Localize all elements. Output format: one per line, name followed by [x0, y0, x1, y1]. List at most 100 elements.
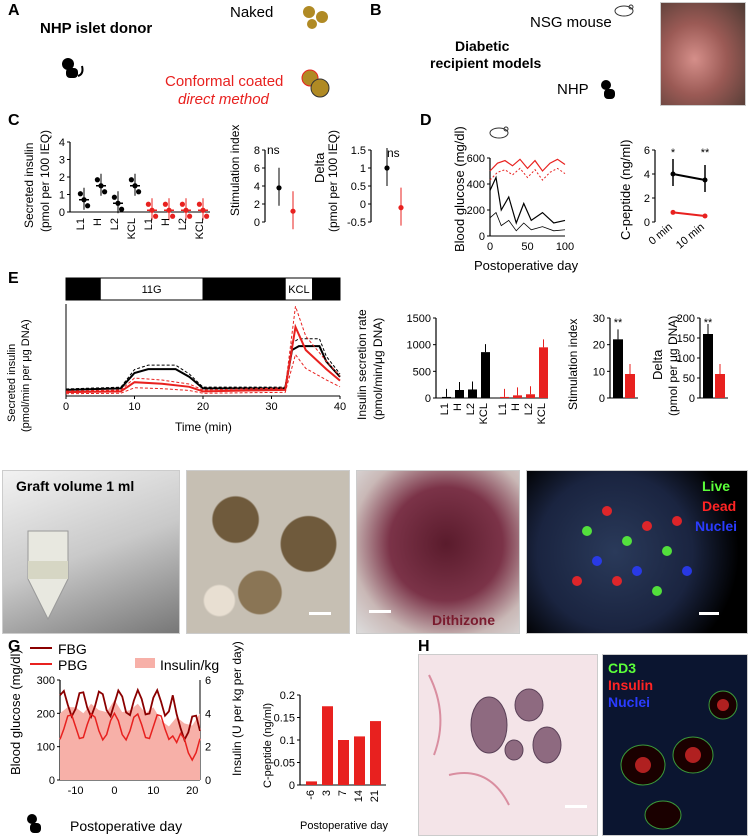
e2-category-label: L2	[465, 403, 477, 415]
coated-label-1: Conformal coated	[165, 73, 284, 90]
cell-dot	[662, 546, 672, 556]
c1-category-label: KCL	[194, 218, 206, 239]
d1-xlabel: Postoperative day	[474, 258, 579, 273]
c3-y-tick-label: 1	[360, 163, 366, 175]
c1-point	[128, 177, 134, 183]
e1-tick-label: 20	[197, 401, 209, 413]
e3-ylabel: Stimulation index	[566, 318, 580, 410]
e2-bar	[539, 347, 548, 398]
d2-y-tick-label: 4	[644, 169, 650, 181]
d1-y-tick-label: 600	[467, 153, 485, 165]
cell-dot	[602, 506, 612, 516]
e3-y-tick-label: 20	[593, 340, 605, 352]
chart-e3: 0 10 20 30 **	[593, 313, 638, 405]
monkey-icon	[27, 814, 41, 833]
coated-label-2: direct method	[178, 91, 269, 108]
e1-ylabel: Secreted insulin	[6, 343, 18, 422]
g1-y-tick-label: 100	[37, 742, 55, 754]
histology-photo	[418, 654, 598, 836]
cell-dot	[582, 526, 592, 536]
g2-category-label: 14	[353, 790, 365, 802]
c1-point	[102, 189, 108, 195]
insulin-label: Insulin	[608, 677, 654, 693]
g2-category-label: -6	[305, 790, 317, 800]
e2-category-label: L1	[439, 403, 451, 415]
naked-label: Naked	[230, 4, 274, 21]
g1-y-tick-label: 200	[37, 708, 55, 720]
c1-point	[170, 213, 176, 219]
d2-series-line	[672, 211, 706, 217]
d2-y-tick-label: 2	[644, 193, 650, 205]
c2-y-tick-label: 8	[254, 145, 260, 157]
c1-point	[94, 177, 100, 183]
tube-drawing	[27, 530, 69, 621]
e2-y-tick-label: 0	[425, 393, 431, 405]
c1-y-tick-label: 4	[59, 137, 65, 149]
c3-ylabel-b: (pmol per 100 IEQ)	[326, 129, 340, 232]
d2-point	[702, 177, 708, 183]
g2-bar	[306, 781, 317, 785]
d2-point	[670, 209, 676, 215]
d1-black-series-ci	[489, 211, 566, 232]
nhp-label: NHP	[557, 81, 589, 98]
c1-point	[187, 213, 193, 219]
nuclei-label: Nuclei	[695, 518, 738, 534]
cell-dot	[672, 516, 682, 526]
panel-label-h: H	[418, 638, 430, 655]
e4-significance: **	[704, 317, 713, 329]
g2-bar	[354, 736, 365, 785]
c1-y-tick-label: 1	[59, 190, 65, 202]
e2-bar	[481, 352, 490, 398]
e2-category-label: L1	[497, 403, 509, 415]
e4-y-tick-label: 200	[677, 313, 695, 325]
live-label: Live	[702, 478, 731, 494]
d2-category-label: 10 min	[674, 221, 707, 251]
c2-y-tick-label: 0	[254, 217, 260, 229]
e1-black-ci	[65, 338, 341, 390]
cell-dot	[642, 521, 652, 531]
d2-category-label: 0 min	[647, 221, 675, 247]
mouse-icon	[489, 126, 509, 139]
cell-dot	[622, 536, 632, 546]
e2-ylabel-b: (pmol/min/μg DNA)	[371, 317, 385, 420]
c1-point	[179, 201, 185, 207]
c3-point	[398, 205, 404, 211]
g1-tick-label: -10	[68, 785, 84, 797]
e1-tick-label: 30	[265, 401, 277, 413]
legend-insulin: Insulin/kg	[160, 657, 220, 673]
e2-category-label: H	[510, 403, 522, 411]
g1-y-tick-label: 300	[37, 675, 55, 687]
c1-category-label: L2	[177, 218, 189, 230]
e3-y-tick-label: 30	[593, 313, 605, 325]
g2-bar	[370, 721, 381, 785]
c2-ylabel: Stimulation index	[228, 124, 242, 216]
c2-y-tick-label: 6	[254, 163, 260, 175]
d2-ylabel: C-peptide (ng/ml)	[618, 139, 633, 240]
g1-ylabel-right: Insulin (U per kg per day)	[230, 641, 244, 776]
c1-point	[145, 201, 151, 207]
g1-insulin-area	[60, 700, 200, 780]
e2-y-tick-label: 1500	[407, 313, 431, 325]
e4-bar	[703, 334, 713, 398]
nsg-label: NSG mouse	[530, 14, 612, 31]
g2-y-tick-label: 0.05	[274, 758, 295, 770]
g1-right-tick-label: 2	[205, 742, 211, 754]
protocol-segment	[312, 277, 341, 301]
cell-dot	[572, 576, 582, 586]
g1-fbg-line	[59, 687, 201, 743]
c1-ylabel: Secreted insulin	[22, 142, 36, 228]
g2-category-label: 21	[369, 790, 381, 802]
c1-category-label: H	[160, 218, 172, 226]
e1-ylabel-b: (pmol/min per μg DNA)	[20, 319, 32, 432]
e2-ylabel: Insulin secretion rate	[355, 309, 369, 420]
recipient-title-2: recipient models	[430, 55, 542, 71]
e1-red-series	[65, 323, 341, 394]
c1-point	[132, 183, 138, 189]
e2-bar	[442, 396, 451, 398]
panel-label-b: B	[370, 2, 382, 19]
panel-label-c: C	[8, 112, 20, 129]
d1-red-series	[489, 158, 566, 172]
protocol-label: 3G	[319, 284, 334, 296]
